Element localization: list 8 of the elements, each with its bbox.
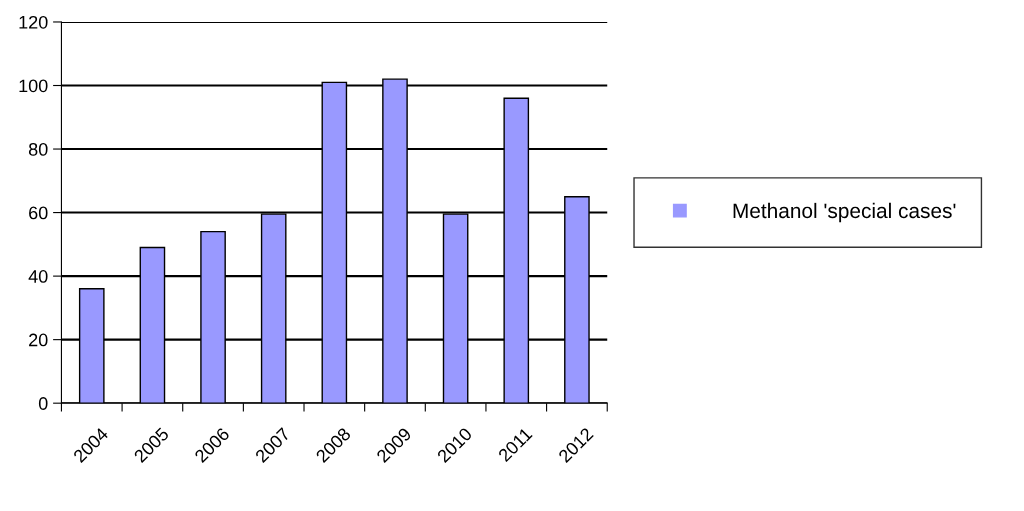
y-tick-label: 0 bbox=[38, 397, 48, 410]
legend-label: Methanol 'special cases' bbox=[733, 202, 956, 223]
y-tick-label: 100 bbox=[19, 79, 48, 93]
y-tick-label: 120 bbox=[19, 15, 48, 29]
y-tick-label: 40 bbox=[28, 270, 48, 283]
y-tick-label: 60 bbox=[29, 206, 48, 220]
y-tick-label: 20 bbox=[29, 333, 48, 347]
y-tick-label: 80 bbox=[28, 142, 48, 156]
